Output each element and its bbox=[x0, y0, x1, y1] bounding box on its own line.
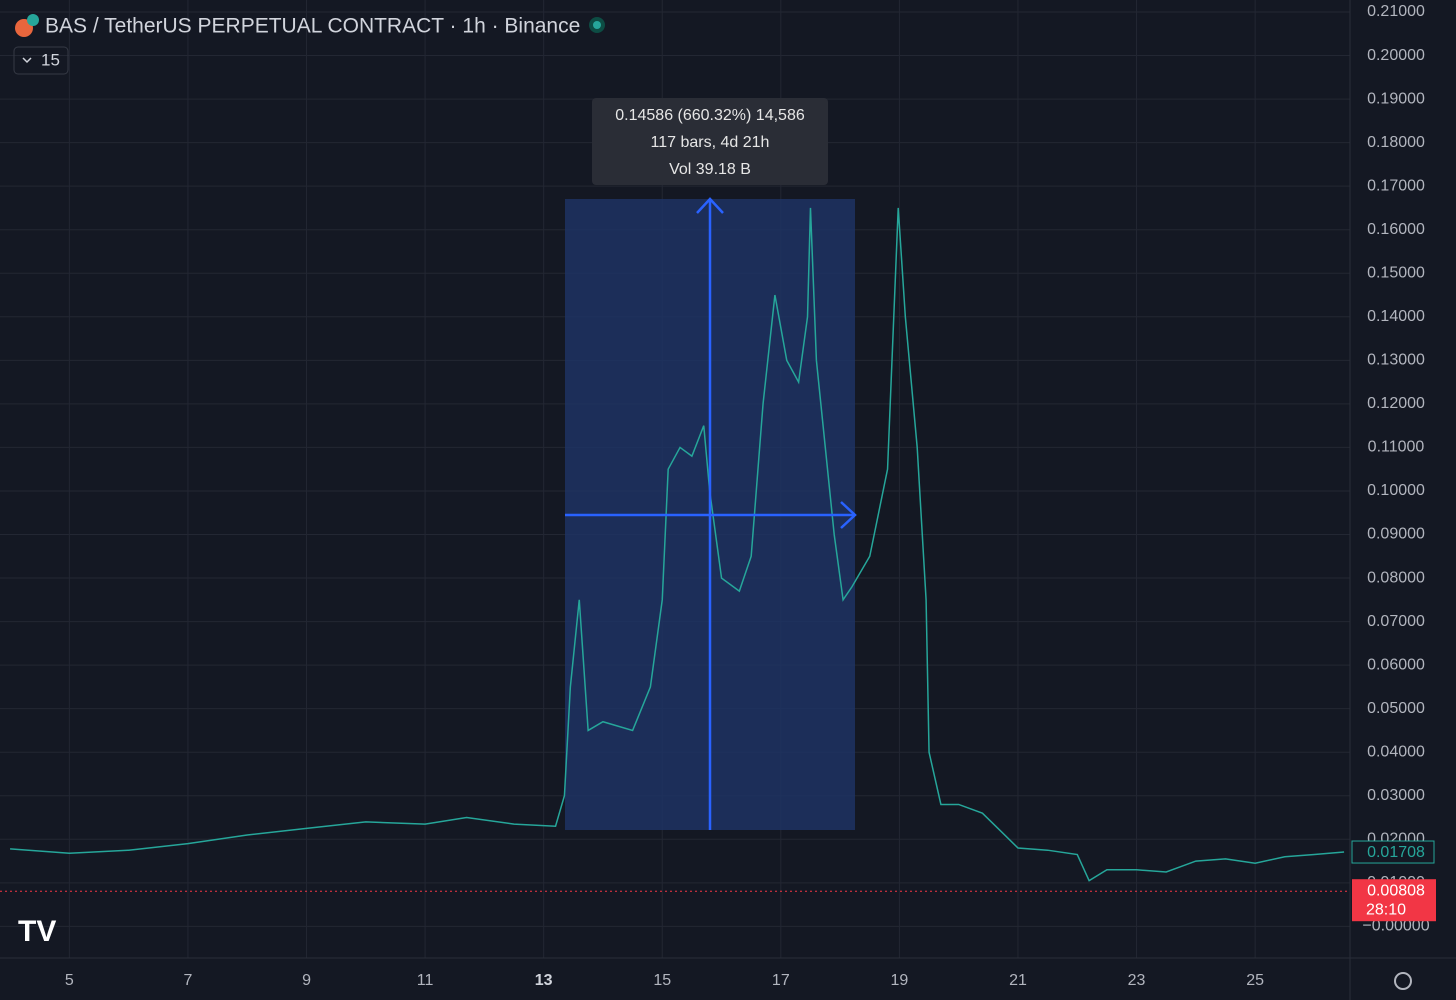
y-tick-label: 0.04000 bbox=[1367, 743, 1425, 760]
y-tick-label: 0.19000 bbox=[1367, 90, 1425, 107]
y-tick-label: 0.17000 bbox=[1367, 177, 1425, 194]
price-line bbox=[10, 207, 1345, 882]
last-price-label: 0.01708 bbox=[1367, 844, 1425, 861]
x-tick-label: 5 bbox=[65, 972, 74, 989]
x-tick-label: 9 bbox=[302, 972, 311, 989]
x-tick-label: 17 bbox=[772, 972, 790, 989]
y-tick-label: 0.09000 bbox=[1367, 526, 1425, 543]
x-tick-label: 7 bbox=[183, 972, 192, 989]
y-tick-label: 0.20000 bbox=[1367, 47, 1425, 64]
chevron bbox=[22, 57, 32, 64]
y-tick-label: 0.14000 bbox=[1367, 308, 1425, 325]
measure-tooltip bbox=[592, 98, 828, 185]
plot bbox=[0, 207, 1350, 892]
x-tick-label: 21 bbox=[1009, 972, 1027, 989]
x-tick-label: 25 bbox=[1246, 972, 1264, 989]
y-tick-label: 0.03000 bbox=[1367, 787, 1425, 804]
interval-toggle[interactable] bbox=[13, 46, 69, 75]
status-dot bbox=[593, 21, 601, 29]
mark-price-label: 0.00808 bbox=[1367, 882, 1425, 899]
y-tick-label: 0.08000 bbox=[1367, 569, 1425, 586]
measure-text: 0.14586 (660.32%) 14,586 bbox=[615, 107, 805, 124]
y-tick-label: 0.16000 bbox=[1367, 221, 1425, 238]
y-tick-label: 0.18000 bbox=[1367, 134, 1425, 151]
y-tick-label: 0.15000 bbox=[1367, 264, 1425, 281]
y-tick-label: 0.05000 bbox=[1367, 700, 1425, 717]
last-price-badge bbox=[1351, 840, 1435, 864]
y-tick-label: 0.21000 bbox=[1367, 3, 1425, 20]
logo: TV bbox=[18, 915, 56, 948]
y-tick-label: 0.12000 bbox=[1367, 395, 1425, 412]
symbol-icon bbox=[27, 14, 39, 26]
measure-arrows bbox=[565, 197, 857, 830]
x-tick-label: 15 bbox=[653, 972, 671, 989]
y-tick-label: 0.11000 bbox=[1368, 439, 1425, 456]
interval-badge: 15 bbox=[41, 50, 60, 69]
measure-text: Vol 39.18 B bbox=[669, 161, 751, 178]
x-tick-label: 23 bbox=[1128, 972, 1146, 989]
countdown-label: 28:10 bbox=[1366, 901, 1406, 918]
symbol-title: BAS / TetherUS PERPETUAL CONTRACT · 1h ·… bbox=[45, 15, 580, 38]
mark-price-badge bbox=[1352, 879, 1436, 922]
measure-text: 117 bars, 4d 21h bbox=[651, 134, 770, 151]
x-tick-label: 11 bbox=[417, 972, 434, 989]
y-tick-label: 0.07000 bbox=[1367, 613, 1425, 630]
y-tick-label: 0.06000 bbox=[1367, 656, 1425, 673]
x-tick-label: 13 bbox=[535, 972, 553, 989]
x-tick-label: 19 bbox=[891, 972, 909, 989]
y-tick-label: 0.13000 bbox=[1367, 352, 1425, 369]
settings-icon[interactable] bbox=[1394, 972, 1412, 990]
y-tick-label: −0.00000 bbox=[1362, 918, 1429, 935]
y-tick-label: 0.10000 bbox=[1367, 482, 1425, 499]
